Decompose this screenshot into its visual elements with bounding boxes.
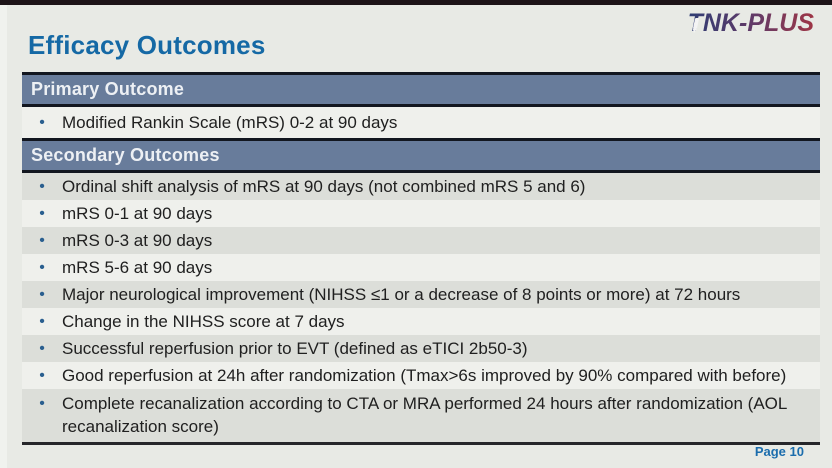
- bullet-icon: •: [39, 114, 45, 131]
- section-header-label: Primary Outcome: [31, 79, 185, 99]
- bullet-icon: •: [39, 313, 45, 330]
- section-header-secondary: Secondary Outcomes: [22, 138, 820, 173]
- table-row: • Successful reperfusion prior to EVT (d…: [22, 335, 820, 362]
- left-edge-strip: [0, 5, 7, 468]
- outcome-text: Ordinal shift analysis of mRS at 90 days…: [62, 177, 586, 196]
- bullet-icon: •: [39, 340, 45, 357]
- logo-text: TNK-PLUS: [687, 9, 814, 37]
- page-number: Page 10: [754, 444, 804, 459]
- bullet-icon: •: [39, 395, 45, 412]
- table-row: • Change in the NIHSS score at 7 days: [22, 308, 820, 335]
- tnk-plus-logo: TNK-PLUS: [688, 9, 814, 38]
- table-row: • mRS 0-1 at 90 days: [22, 200, 820, 227]
- bullet-icon: •: [39, 259, 45, 276]
- bullet-icon: •: [39, 232, 45, 249]
- outcome-text: Good reperfusion at 24h after randomizat…: [62, 366, 787, 385]
- outcome-text: Complete recanalization according to CTA…: [62, 394, 787, 436]
- table-row: • Modified Rankin Scale (mRS) 0-2 at 90 …: [22, 107, 820, 138]
- table-row: • Complete recanalization according to C…: [22, 389, 820, 445]
- outcome-text: Successful reperfusion prior to EVT (def…: [62, 339, 528, 358]
- outcome-text: Change in the NIHSS score at 7 days: [62, 312, 345, 331]
- table-row: • mRS 5-6 at 90 days: [22, 254, 820, 281]
- top-frame-bar: [0, 0, 832, 5]
- table-row: • mRS 0-3 at 90 days: [22, 227, 820, 254]
- outcome-text: mRS 0-1 at 90 days: [62, 204, 213, 223]
- table-row: • Ordinal shift analysis of mRS at 90 da…: [22, 173, 820, 200]
- outcome-text: Modified Rankin Scale (mRS) 0-2 at 90 da…: [62, 113, 398, 132]
- section-header-primary: Primary Outcome: [22, 72, 820, 107]
- table-row: • Good reperfusion at 24h after randomiz…: [22, 362, 820, 389]
- outcome-text: Major neurological improvement (NIHSS ≤1…: [62, 285, 741, 304]
- bullet-icon: •: [39, 205, 45, 222]
- bullet-icon: •: [39, 178, 45, 195]
- page-title: Efficacy Outcomes: [28, 30, 266, 60]
- outcome-text: mRS 5-6 at 90 days: [62, 258, 213, 277]
- outcome-text: mRS 0-3 at 90 days: [62, 231, 213, 250]
- section-header-label: Secondary Outcomes: [31, 145, 220, 165]
- table-row: • Major neurological improvement (NIHSS …: [22, 281, 820, 308]
- bullet-icon: •: [39, 367, 45, 384]
- bullet-icon: •: [39, 286, 45, 303]
- outcomes-table: Primary Outcome • Modified Rankin Scale …: [22, 72, 820, 445]
